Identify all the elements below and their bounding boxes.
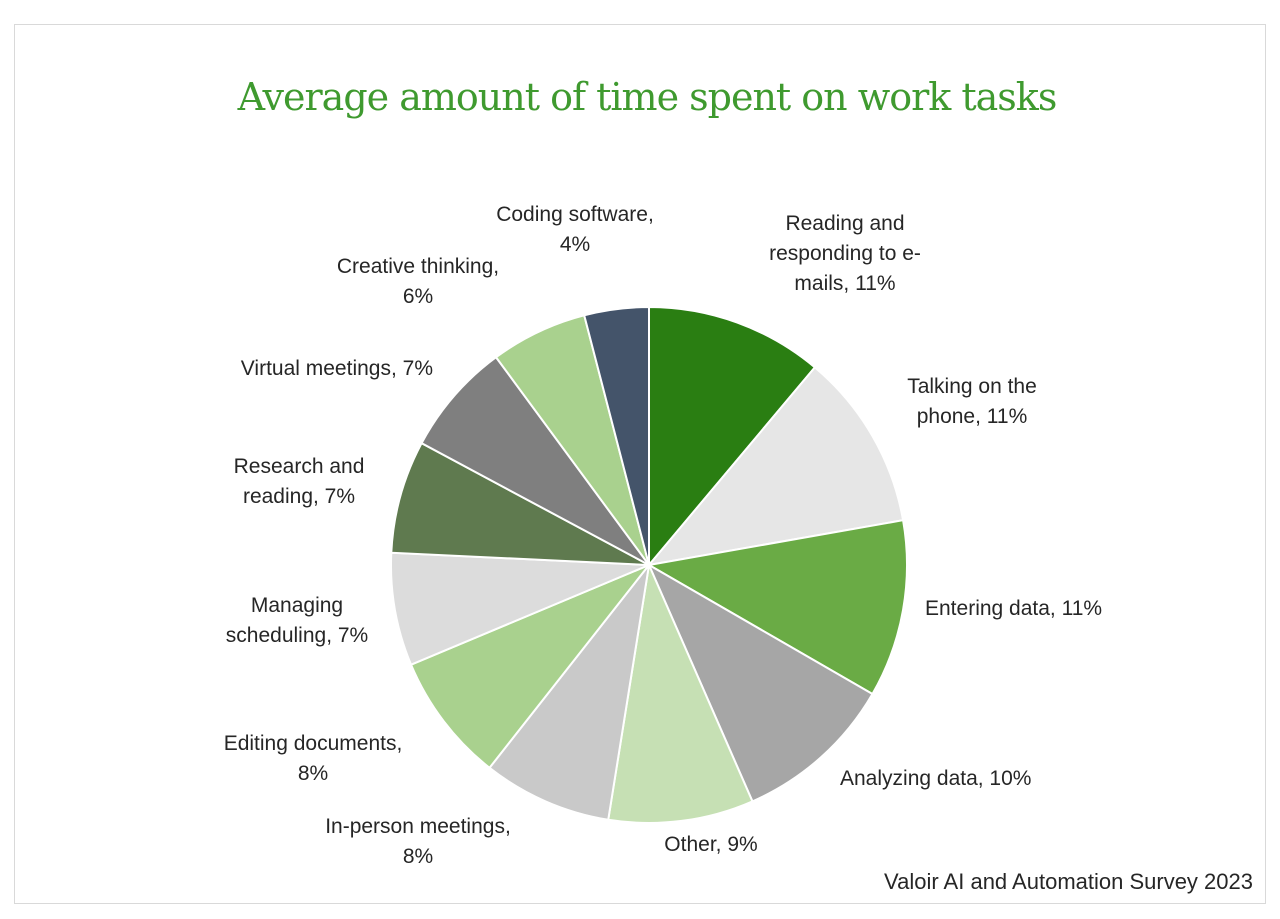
slice-label-line: Analyzing data, 10% [840, 767, 1031, 790]
slice-label-reading-and-responding-to-e-mails: Reading and responding to e-mails, 11% [769, 212, 921, 295]
slice-label-line: 4% [560, 233, 590, 256]
slice-label-creative-thinking: Creative thinking, 6% [337, 255, 499, 308]
slice-label-line: Creative thinking, [337, 255, 499, 278]
slice-label-coding-software: Coding software, 4% [496, 203, 654, 256]
slice-label-line: Editing documents, [224, 732, 403, 755]
slice-label-line: responding to e- [769, 242, 921, 265]
slice-label-in-person-meetings: In-person meetings, 8% [325, 815, 511, 868]
slice-label-line: In-person meetings, [325, 815, 511, 838]
slice-label-line: Reading and [785, 212, 904, 235]
slice-label-virtual-meetings: Virtual meetings, 7% [241, 357, 433, 380]
slice-label-research-and-reading: Research and reading, 7% [234, 455, 365, 508]
chart-frame: Average amount of time spent on work tas… [14, 24, 1266, 904]
slice-label-line: Virtual meetings, 7% [241, 357, 433, 380]
slice-label-line: scheduling, 7% [226, 624, 368, 647]
slice-label-line: Research and [234, 455, 365, 478]
slice-label-other: Other, 9% [664, 833, 757, 856]
source-note: Valoir AI and Automation Survey 2023 [884, 869, 1253, 894]
pie-slice-talking-on-the-phone [646, 365, 905, 567]
slice-label-line: phone, 11% [917, 405, 1028, 428]
slice-label-line: Coding software, [496, 203, 654, 226]
slice-label-line: 6% [403, 285, 433, 308]
slice-label-line: Managing [251, 594, 343, 617]
pie-slice-coding-software [582, 305, 650, 566]
pie-slice-editing-documents [409, 562, 653, 770]
slice-label-line: Entering data, 11% [925, 597, 1102, 620]
pie-slice-virtual-meetings [420, 355, 650, 566]
slice-label-line: Talking on the [907, 375, 1037, 398]
pie-slice-in-person-meetings [488, 561, 651, 821]
slice-label-talking-on-the-phone: Talking on the phone, 11% [907, 375, 1037, 428]
pie-chart: Average amount of time spent on work tas… [224, 75, 1253, 894]
pie-slice-managing-scheduling [390, 551, 650, 666]
slice-label-analyzing-data: Analyzing data, 10% [840, 767, 1031, 790]
slice-label-line: mails, 11% [794, 272, 895, 295]
slice-label-editing-documents: Editing documents, 8% [224, 732, 403, 785]
pie-slices [390, 305, 908, 824]
slice-label-line: 8% [403, 845, 433, 868]
slice-label-managing-scheduling: Managing scheduling, 7% [226, 594, 368, 647]
slice-label-entering-data: Entering data, 11% [925, 597, 1102, 620]
pie-slice-reading-and-responding-to-e-mails [648, 305, 817, 568]
slice-label-line: 8% [298, 762, 328, 785]
pie-slice-other [607, 561, 754, 824]
pie-slice-analyzing-data [646, 562, 874, 803]
pie-slice-entering-data [646, 519, 908, 696]
pie-slice-research-and-reading [390, 441, 650, 566]
slice-labels: Reading and responding to e-mails, 11% Tal… [224, 203, 1102, 868]
slice-label-line: Other, 9% [664, 833, 757, 856]
chart-title: Average amount of time spent on work tas… [237, 75, 1057, 119]
slice-label-line: reading, 7% [243, 485, 355, 508]
